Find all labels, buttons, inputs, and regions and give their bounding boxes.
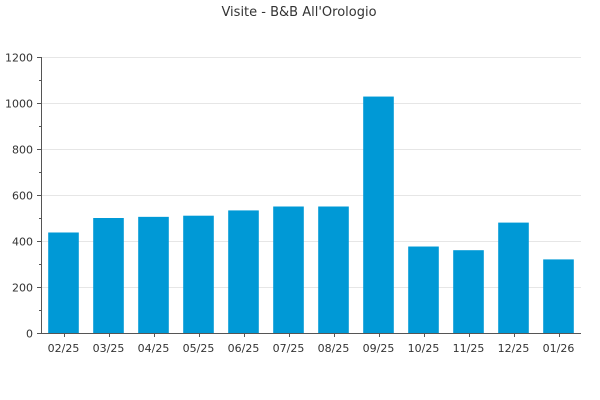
bars (48, 96, 574, 333)
x-tick-label: 01/26 (543, 342, 575, 355)
x-tick-label: 04/25 (138, 342, 170, 355)
bar-02-25 (48, 232, 79, 333)
y-tick-label: 200 (12, 282, 33, 295)
bar-08-25 (318, 206, 349, 333)
y-tick-label: 1000 (5, 98, 33, 111)
x-tick-label: 11/25 (453, 342, 485, 355)
x-tick-label: 12/25 (498, 342, 530, 355)
chart-title: Visite - B&B All'Orologio (221, 5, 376, 20)
y-tick-label: 0 (26, 328, 33, 341)
bar-07-25 (273, 206, 304, 333)
x-tick-label: 03/25 (93, 342, 125, 355)
y-tick-label: 1200 (5, 52, 33, 65)
bar-06-25 (228, 210, 259, 333)
bar-04-25 (138, 216, 169, 333)
x-tick-label: 07/25 (273, 342, 305, 355)
x-tick-label: 02/25 (48, 342, 80, 355)
y-tick-label: 600 (12, 190, 33, 203)
x-tick-label: 06/25 (228, 342, 260, 355)
bar-05-25 (183, 215, 214, 333)
y-tick-label: 800 (12, 144, 33, 157)
y-tick-label: 400 (12, 236, 33, 249)
bar-09-25 (363, 96, 394, 333)
x-tick-label: 08/25 (318, 342, 350, 355)
bar-03-25 (93, 218, 124, 333)
axes (37, 57, 581, 337)
bar-12-25 (498, 222, 529, 333)
tick-labels: 0 200 400 600 800 1000 1200 02/25 03/25 04/25 05/2… (5, 52, 574, 356)
x-tick-label: 05/25 (183, 342, 215, 355)
bar-10-25 (408, 246, 439, 333)
bar-01-26 (543, 259, 574, 333)
grid-lines (41, 57, 581, 288)
x-tick-label: 09/25 (363, 342, 395, 355)
x-tick-label: 10/25 (408, 342, 440, 355)
bar-11-25 (453, 250, 484, 333)
